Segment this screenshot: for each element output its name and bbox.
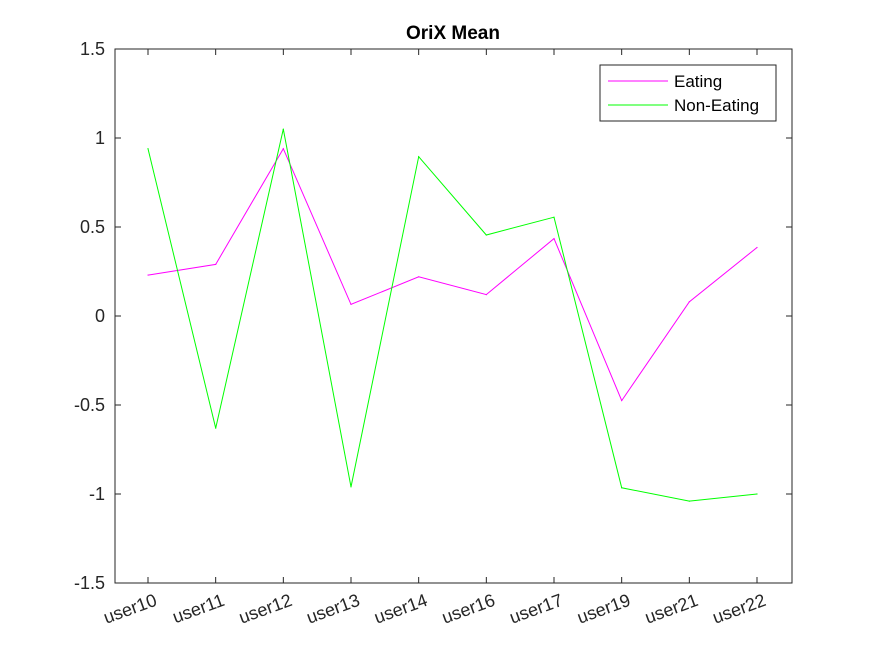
data-point-non-eating [756, 493, 758, 495]
data-point-non-eating [553, 216, 555, 218]
data-point-eating [621, 399, 623, 402]
data-point-eating [485, 294, 487, 296]
x-tick-label: user11 [170, 590, 227, 627]
y-tick-label: -0.5 [74, 395, 105, 415]
data-point-non-eating [282, 128, 284, 130]
legend-label-non-eating: Non-Eating [674, 96, 759, 115]
data-point-eating [553, 237, 555, 240]
data-point-non-eating [350, 486, 352, 488]
x-tick-label: user22 [710, 590, 769, 628]
x-tick-label: user14 [371, 590, 430, 628]
data-point-eating [350, 303, 352, 306]
x-tick-label: user21 [642, 590, 701, 628]
x-tick-label: user10 [101, 590, 160, 628]
x-tick-label: user19 [574, 590, 633, 628]
x-tick-label: user13 [304, 590, 363, 628]
data-point-non-eating [688, 500, 690, 502]
y-tick-label: 0 [95, 306, 105, 326]
data-point-non-eating [147, 148, 149, 150]
y-tick-label: -1 [89, 484, 105, 504]
data-point-non-eating [485, 234, 487, 236]
legend: Eating Non-Eating [599, 64, 777, 122]
legend-label-eating: Eating [674, 72, 722, 91]
legend-box [599, 64, 777, 122]
data-point-non-eating [621, 487, 623, 489]
data-point-eating [756, 246, 758, 249]
series-line-eating [147, 147, 758, 402]
data-point-eating [282, 148, 284, 150]
data-point-non-eating [215, 427, 217, 429]
x-tick-label: user17 [507, 590, 566, 628]
y-tick-label: -1.5 [74, 573, 105, 593]
data-point-eating [688, 301, 690, 303]
y-tick-label: 1.5 [80, 39, 105, 59]
series-line-non-eating [147, 128, 758, 502]
data-point-eating [147, 274, 149, 276]
x-tick-label: user16 [439, 590, 498, 628]
y-tick-label: 1 [95, 128, 105, 148]
axes-box [114, 48, 793, 584]
data-point-eating [215, 263, 217, 265]
data-point-non-eating [418, 156, 420, 158]
data-point-eating [418, 276, 420, 278]
x-tick-label: user12 [236, 590, 295, 628]
chart-title: OriX Mean [406, 23, 500, 44]
y-tick-label: 0.5 [80, 217, 105, 237]
